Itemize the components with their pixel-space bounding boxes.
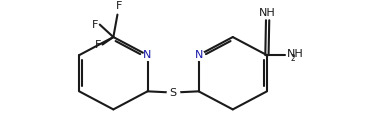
Text: N: N	[194, 50, 203, 60]
Text: NH: NH	[259, 8, 276, 18]
Text: 2: 2	[291, 54, 295, 63]
Text: F: F	[115, 2, 122, 12]
Text: F: F	[92, 20, 98, 30]
Text: S: S	[170, 88, 177, 98]
Text: NH: NH	[287, 49, 303, 59]
Text: F: F	[94, 40, 101, 50]
Text: N: N	[143, 50, 152, 60]
